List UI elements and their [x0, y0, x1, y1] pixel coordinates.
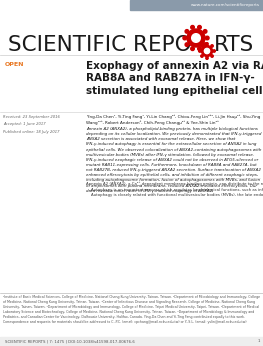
- Circle shape: [201, 45, 203, 47]
- Text: 1: 1: [257, 339, 260, 344]
- Bar: [0, 337, 263, 346]
- Text: Annexin A2 (ANXA2), a phospholipid-binding protein, has multiple biological func: Annexin A2 (ANXA2), a phospholipid-bindi…: [86, 127, 261, 193]
- Circle shape: [205, 36, 209, 40]
- Circle shape: [203, 30, 207, 33]
- Circle shape: [191, 26, 194, 29]
- Circle shape: [198, 26, 201, 29]
- Circle shape: [187, 29, 205, 47]
- Text: RTS: RTS: [214, 35, 254, 55]
- Circle shape: [213, 50, 215, 52]
- Text: ¹Institute of Basic Medical Sciences, College of Medicine, National Cheng Kung U: ¹Institute of Basic Medical Sciences, Co…: [3, 295, 260, 324]
- Text: Published online: 18 July 2017: Published online: 18 July 2017: [3, 130, 59, 134]
- Circle shape: [206, 43, 208, 45]
- Text: SCIENTIFIC REPO: SCIENTIFIC REPO: [8, 35, 192, 55]
- Text: Received: 23 September 2016: Received: 23 September 2016: [3, 115, 60, 119]
- Circle shape: [211, 55, 213, 57]
- Text: Ying-Da Chen¹, Yi-Ting Fang¹, Yi-Lin Chang²³, Chiou-Feng Lin²³⁴, Li-Jin Hsuµ²³, : Ying-Da Chen¹, Yi-Ting Fang¹, Yi-Lin Cha…: [86, 114, 260, 125]
- Bar: [130, 0, 263, 10]
- Circle shape: [191, 47, 194, 51]
- Text: Accepted: 1 June 2017: Accepted: 1 June 2017: [3, 122, 45, 127]
- Circle shape: [192, 34, 200, 42]
- Text: OPEN: OPEN: [5, 62, 24, 67]
- Circle shape: [185, 30, 189, 33]
- Circle shape: [201, 46, 213, 56]
- Text: www.nature.com/scientificreports: www.nature.com/scientificreports: [191, 3, 260, 7]
- Circle shape: [198, 47, 201, 51]
- Circle shape: [206, 57, 208, 60]
- Text: Exophagy of annexin A2 via RAB11,
RAB8A and RAB27A in IFN-γ-
stimulated lung epi: Exophagy of annexin A2 via RAB11, RAB8A …: [86, 61, 263, 96]
- Circle shape: [204, 48, 210, 54]
- Text: SCIENTIFIC REPORTS | 7: 1475 | DOI:10.1038/s41598-017-00676-6: SCIENTIFIC REPORTS | 7: 1475 | DOI:10.10…: [5, 339, 135, 344]
- Circle shape: [185, 43, 189, 46]
- Text: Annexin A2 (ANXA2), a Ca²⁺-dependent membrane-binding protein, can distribute to: Annexin A2 (ANXA2), a Ca²⁺-dependent mem…: [86, 181, 263, 197]
- Circle shape: [183, 36, 186, 40]
- Circle shape: [211, 45, 213, 47]
- Circle shape: [201, 55, 203, 57]
- Circle shape: [203, 43, 207, 46]
- Circle shape: [199, 50, 201, 52]
